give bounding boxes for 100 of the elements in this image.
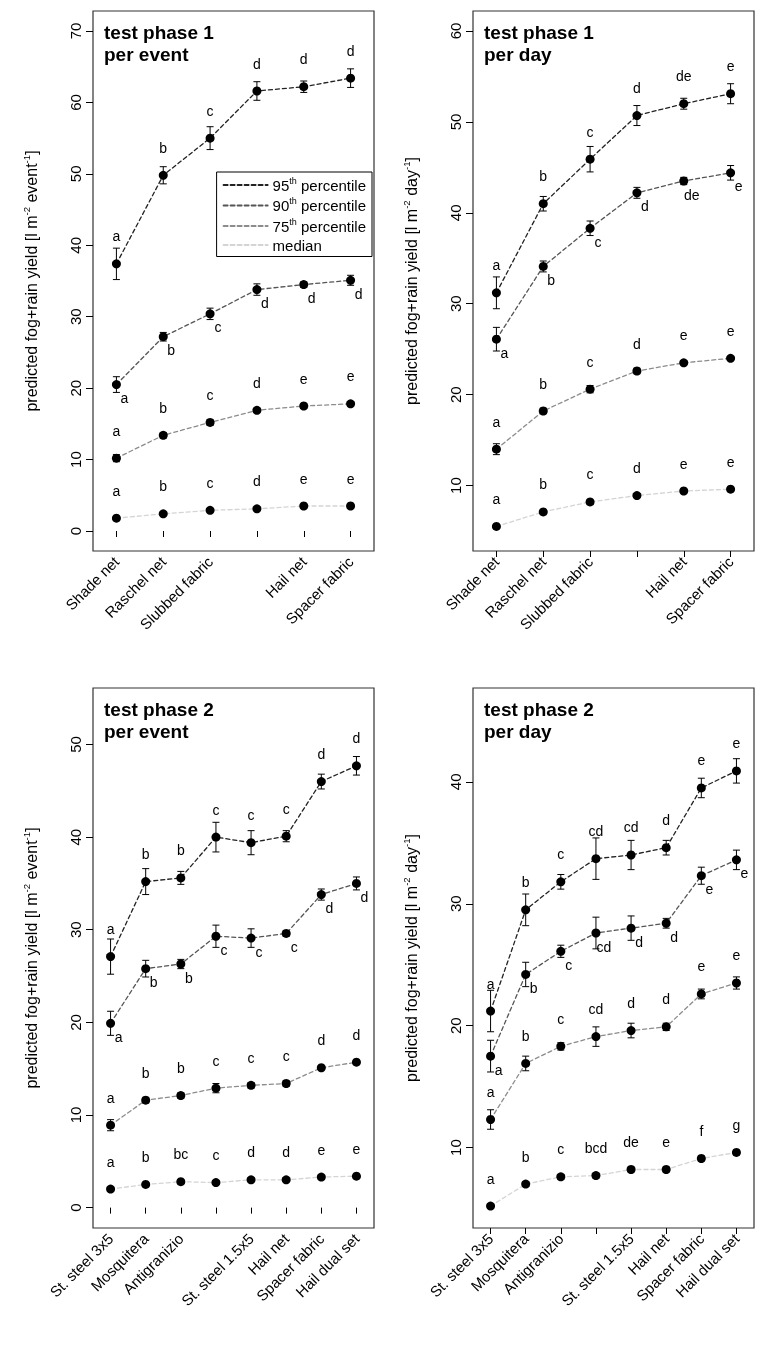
data-label: a [494, 1061, 503, 1078]
text: per event [104, 721, 190, 742]
data-label: e [740, 865, 749, 882]
data-label: c [557, 846, 565, 863]
data-label: b [159, 478, 168, 495]
data-label: c [282, 1048, 290, 1065]
y-axis-title: predicted fog+rain yield [l m-2 day-1] [401, 157, 420, 405]
text: test phase 2 [104, 699, 214, 720]
point [632, 111, 642, 121]
data-label: b [539, 375, 548, 392]
y-tick-label: 20 [447, 1017, 464, 1034]
data-label: e [679, 455, 688, 472]
data-label: a [106, 1153, 115, 1170]
data-label: cd [623, 819, 639, 836]
data-label: d [635, 933, 643, 950]
point [585, 154, 595, 164]
y-tick-label: 50 [67, 165, 84, 183]
data-label: c [557, 1141, 565, 1158]
point [351, 761, 361, 771]
legend-label: median [272, 236, 322, 254]
data-label: c [290, 938, 298, 955]
data-label: d [352, 1026, 361, 1043]
data-label: c [220, 941, 228, 958]
y-tick-label: 20 [67, 379, 84, 397]
data-label: c [212, 801, 220, 818]
data-label: c [206, 386, 214, 403]
data-label: d [662, 991, 671, 1008]
text: test phase 2 [484, 699, 594, 720]
data-label: a [492, 257, 501, 274]
data-label: d [662, 812, 671, 829]
data-label: e [697, 752, 706, 769]
data-label: d [325, 900, 334, 917]
data-label: c [557, 1010, 565, 1027]
point [731, 766, 741, 776]
data-label: e [732, 947, 741, 964]
data-label: a [500, 344, 509, 361]
y-axis-title: predicted fog+rain yield [l m-2 event-1] [21, 827, 40, 1089]
y-tick-label: 40 [67, 828, 84, 846]
data-label: bcd [584, 1140, 608, 1157]
data-label: c [586, 466, 594, 483]
y-tick-label: 20 [67, 1014, 84, 1031]
data-label: e [726, 322, 735, 339]
data-label: b [184, 969, 193, 986]
data-label: de [675, 68, 692, 85]
point [556, 877, 566, 887]
data-label: a [112, 422, 121, 439]
data-label: a [112, 228, 121, 245]
data-label: e [299, 470, 308, 487]
data-label: d [253, 473, 261, 490]
text: test phase 1 [484, 22, 595, 43]
data-label: b [159, 139, 168, 156]
data-label: d [633, 80, 641, 97]
data-label: b [529, 979, 538, 996]
data-label: b [521, 874, 530, 891]
data-label: b [521, 1027, 530, 1044]
data-label: f [699, 1123, 704, 1140]
data-label: b [547, 271, 556, 288]
data-label: e [726, 453, 735, 470]
data-label: c [214, 319, 222, 336]
data-label: e [734, 178, 743, 195]
data-label: c [206, 102, 214, 119]
point [252, 86, 262, 96]
y-tick-label: 40 [447, 204, 464, 222]
data-label: bc [173, 1146, 189, 1163]
data-label: d [627, 995, 635, 1012]
text: test phase 1 [104, 22, 215, 43]
y-tick-label: 30 [447, 895, 464, 913]
data-label: de [683, 186, 700, 203]
y-tick-label: 30 [447, 295, 464, 313]
data-label: cd [588, 1001, 604, 1018]
data-label: a [486, 975, 495, 992]
y-tick-label: 20 [447, 386, 464, 403]
data-label: e [705, 881, 714, 898]
data-label: c [247, 807, 255, 824]
data-label: c [282, 800, 290, 817]
y-tick-label: 50 [67, 736, 84, 753]
y-tick-label: 10 [67, 451, 84, 468]
data-label: de [623, 1133, 640, 1150]
data-label: d [352, 730, 361, 747]
data-label: d [317, 1032, 326, 1049]
text: per day [484, 44, 553, 65]
data-label: a [486, 1170, 495, 1187]
data-label: c [212, 1147, 220, 1164]
point [521, 905, 531, 915]
point [246, 838, 256, 848]
data-label: e [662, 1133, 671, 1150]
point [158, 170, 168, 180]
point [486, 1006, 496, 1016]
y-tick-label: 50 [447, 113, 464, 131]
y-tick-label: 40 [447, 773, 464, 791]
y-tick-label: 70 [67, 22, 84, 40]
data-label: c [212, 1052, 220, 1069]
point [726, 89, 736, 99]
point [538, 199, 548, 209]
data-label: d [346, 42, 355, 59]
data-label: c [586, 123, 594, 140]
data-label: cd [596, 938, 612, 955]
y-tick-label: 40 [67, 236, 84, 254]
point [106, 952, 116, 962]
data-label: d [261, 295, 269, 312]
